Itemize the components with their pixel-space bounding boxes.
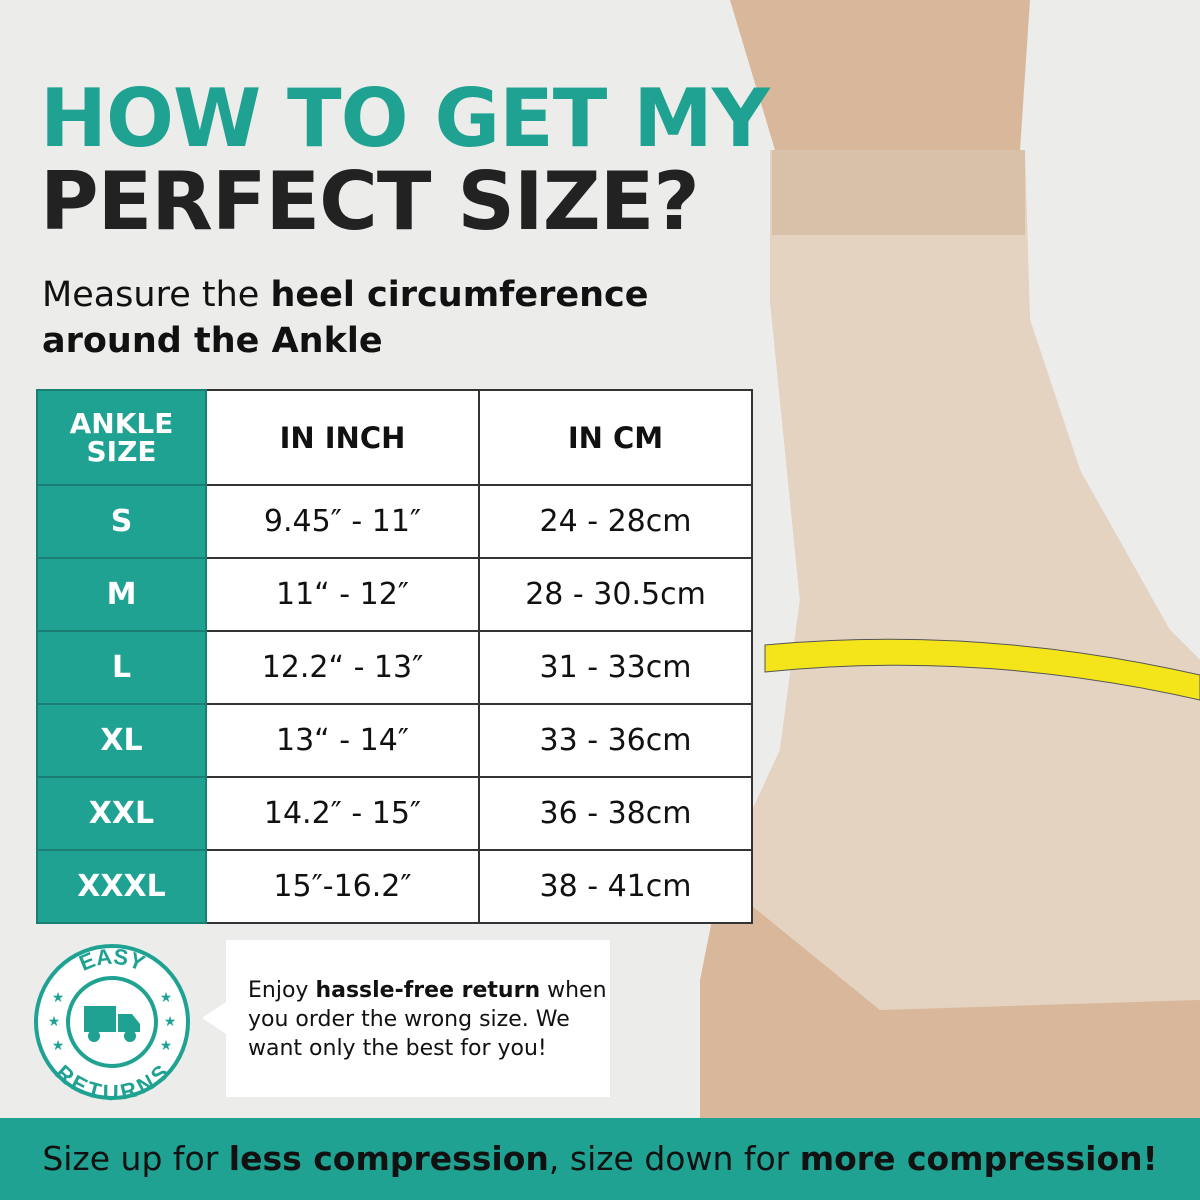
title-line-1: HOW TO GET MY [40, 72, 770, 165]
cell-size: M [36, 557, 207, 632]
svg-text:★: ★ [52, 990, 65, 1006]
svg-text:★: ★ [48, 1014, 61, 1030]
easy-returns-badge: EASY RETURNS ★★★ ★★★ [34, 944, 190, 1102]
cell-cm: 24 - 28cm [478, 484, 753, 559]
subtitle-bold: heel circumference [270, 275, 649, 315]
size-chart-table: ANKLE SIZE IN INCH IN CM S 9.45″ - 11″ 24 … [36, 389, 753, 924]
cell-cm: 36 - 38cm [478, 776, 753, 851]
header-inch: IN INCH [205, 389, 480, 486]
cell-inch: 12.2“ - 13″ [205, 630, 480, 705]
cell-cm: 31 - 33cm [478, 630, 753, 705]
svg-text:★: ★ [160, 990, 173, 1006]
header-cm: IN CM [478, 389, 753, 486]
cell-cm: 38 - 41cm [478, 849, 753, 924]
cell-cm: 28 - 30.5cm [478, 557, 753, 632]
cell-size: L [36, 630, 207, 705]
cell-cm: 33 - 36cm [478, 703, 753, 778]
svg-text:★: ★ [164, 1014, 177, 1030]
table-row: S 9.45″ - 11″ 24 - 28cm [36, 484, 753, 559]
truck-icon [84, 1006, 140, 1042]
cell-inch: 13“ - 14″ [205, 703, 480, 778]
cell-size: XXXL [36, 849, 207, 924]
callout-bold: hassle-free return [315, 978, 541, 1003]
banner-bold-1: less compression [228, 1139, 549, 1178]
table-row: XXL 14.2″ - 15″ 36 - 38cm [36, 776, 753, 851]
banner-text-1: Size up for [42, 1139, 229, 1178]
cell-inch: 15″-16.2″ [205, 849, 480, 924]
cell-inch: 11“ - 12″ [205, 557, 480, 632]
subtitle: Measure the heel circumference around th… [42, 272, 649, 364]
svg-text:★: ★ [160, 1038, 173, 1054]
title-line-2: PERFECT SIZE? [40, 155, 700, 248]
svg-text:★: ★ [52, 1038, 65, 1054]
callout-text: Enjoy [248, 978, 316, 1003]
table-row: XL 13“ - 14″ 33 - 36cm [36, 703, 753, 778]
subtitle-line-2: around the Ankle [42, 321, 383, 361]
compression-banner: Size up for less compression, size down … [0, 1118, 1200, 1200]
table-row: XXXL 15″-16.2″ 38 - 41cm [36, 849, 753, 924]
callout-text-2: when you order the wrong size. We want o… [248, 978, 607, 1061]
ankle-sleeve-foot-image [700, 0, 1200, 1120]
banner-text-2: , size down for [548, 1139, 800, 1178]
returns-callout: Enjoy hassle-free return when you order … [202, 940, 610, 1097]
table-header-row: ANKLE SIZE IN INCH IN CM [36, 389, 753, 486]
banner-bold-2: more compression! [799, 1139, 1158, 1178]
cell-inch: 9.45″ - 11″ [205, 484, 480, 559]
header-ankle-size: ANKLE SIZE [36, 389, 207, 486]
cell-size: XXL [36, 776, 207, 851]
cell-inch: 14.2″ - 15″ [205, 776, 480, 851]
cell-size: XL [36, 703, 207, 778]
table-row: L 12.2“ - 13″ 31 - 33cm [36, 630, 753, 705]
cell-size: S [36, 484, 207, 559]
star-icons: ★ ★ ★ ★ ★ ★ [48, 990, 177, 1054]
table-row: M 11“ - 12″ 28 - 30.5cm [36, 557, 753, 632]
subtitle-text: Measure the [42, 275, 271, 315]
